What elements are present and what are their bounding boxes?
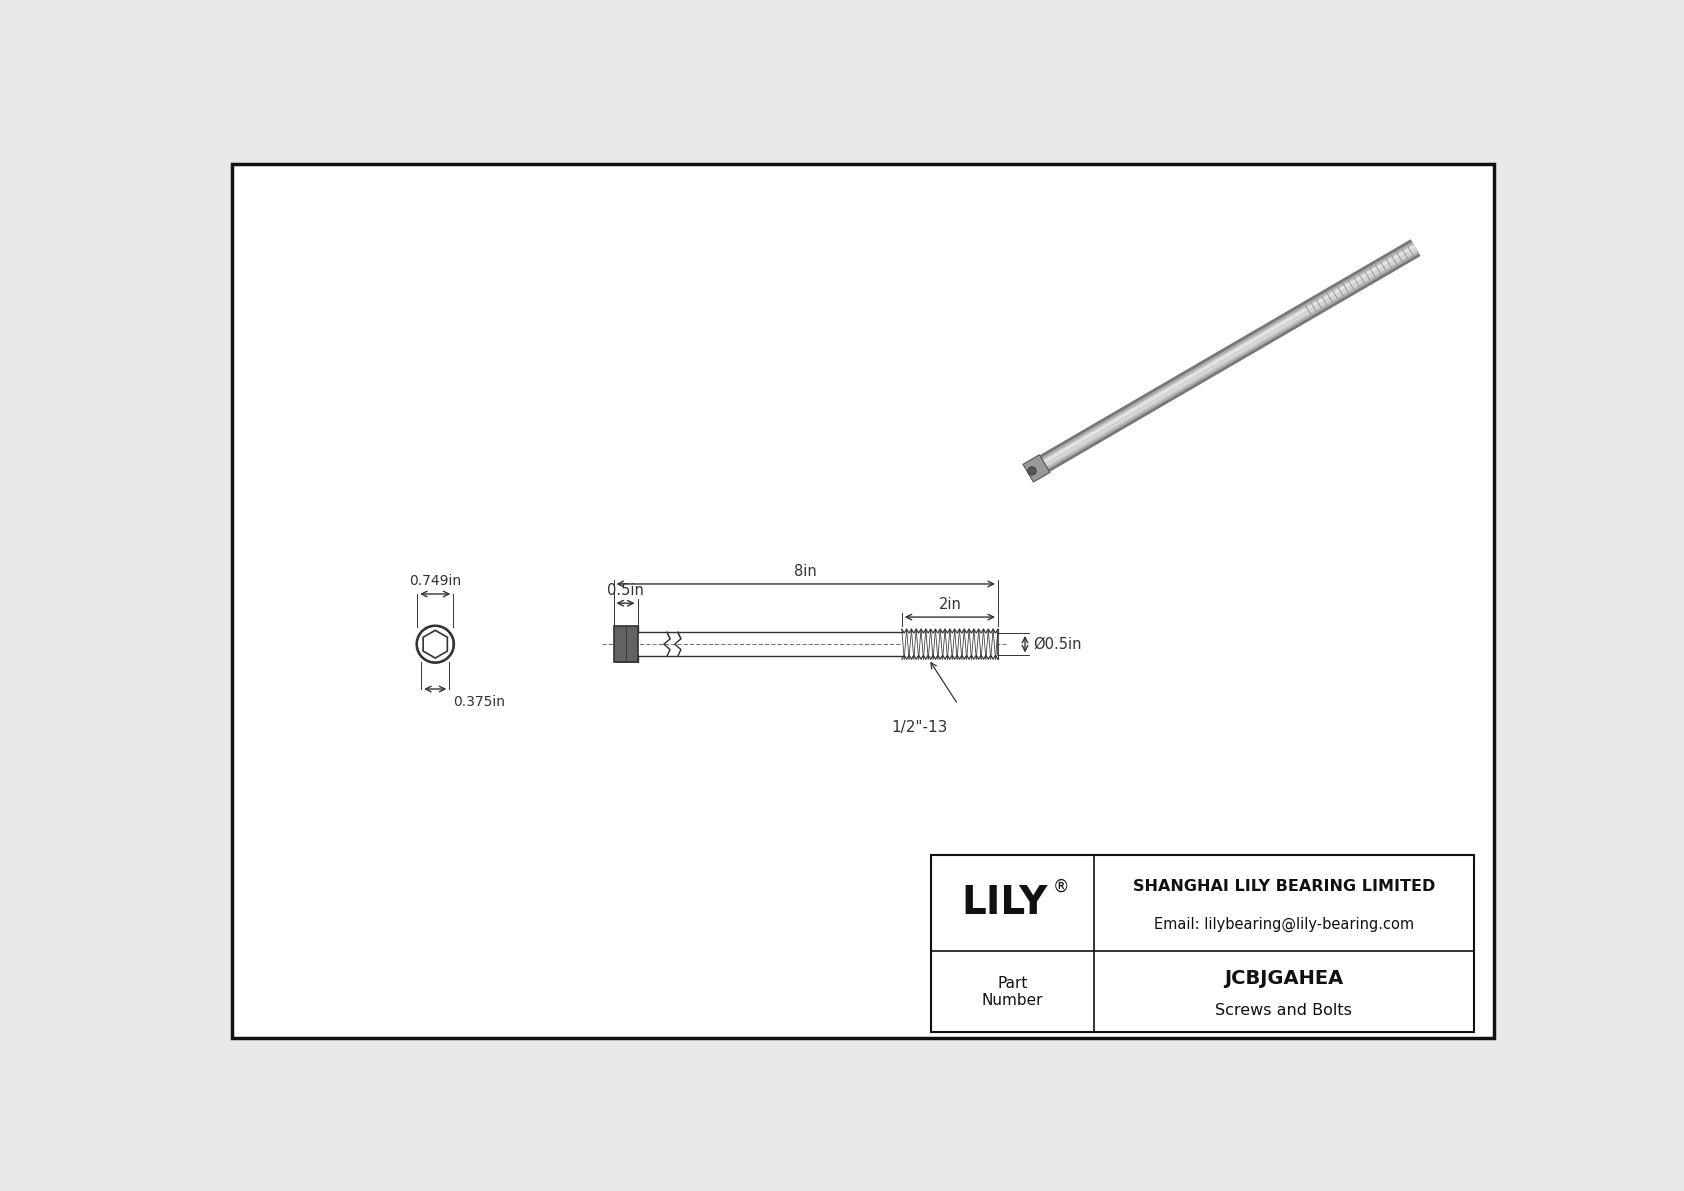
- Text: SHANGHAI LILY BEARING LIMITED: SHANGHAI LILY BEARING LIMITED: [1133, 879, 1435, 894]
- Bar: [613, 626, 638, 662]
- Text: 0.375in: 0.375in: [453, 696, 505, 709]
- Polygon shape: [423, 630, 448, 659]
- Text: 0.5in: 0.5in: [606, 582, 643, 598]
- Text: JCBJGAHEA: JCBJGAHEA: [1224, 968, 1344, 987]
- Polygon shape: [1022, 455, 1049, 482]
- Bar: [931, 855, 1474, 1033]
- Text: ®: ®: [1052, 878, 1069, 896]
- Text: 2in: 2in: [938, 597, 962, 612]
- Text: 8in: 8in: [795, 563, 817, 579]
- Text: 1/2"-13: 1/2"-13: [891, 719, 948, 735]
- Circle shape: [418, 626, 453, 662]
- Text: LILY: LILY: [962, 884, 1047, 922]
- Circle shape: [1027, 467, 1036, 475]
- Bar: [903, 634, 999, 655]
- Bar: [606, 623, 1005, 666]
- Text: Part
Number: Part Number: [982, 975, 1044, 1008]
- Text: Ø0.5in: Ø0.5in: [1032, 637, 1081, 651]
- Text: Screws and Bolts: Screws and Bolts: [1216, 1003, 1352, 1018]
- Text: Email: lilybearing@lily-bearing.com: Email: lilybearing@lily-bearing.com: [1154, 917, 1415, 933]
- Bar: [931, 855, 1474, 1033]
- Text: 0.749in: 0.749in: [409, 574, 461, 588]
